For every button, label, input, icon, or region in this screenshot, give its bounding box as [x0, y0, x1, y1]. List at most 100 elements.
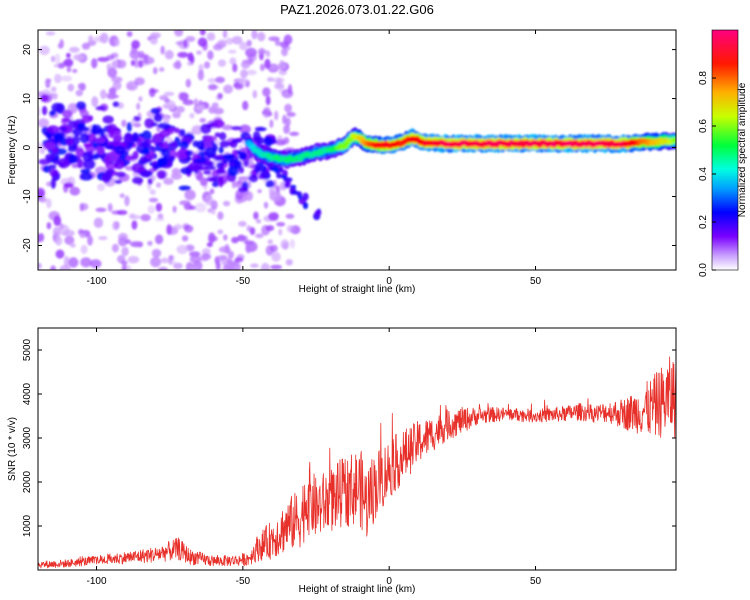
noise-blob — [68, 46, 80, 53]
signal-blob — [114, 179, 123, 184]
snr-x-ticks: -100 -50 0 50 — [87, 328, 542, 587]
noise-blob — [160, 45, 165, 55]
signal-blob — [41, 126, 49, 135]
noise-blob — [217, 59, 227, 67]
noise-blob — [147, 205, 156, 214]
noise-blob — [224, 243, 230, 255]
noise-blob — [120, 260, 128, 265]
noise-blob — [209, 188, 215, 195]
noise-blob — [201, 248, 211, 255]
signal-blob — [50, 178, 57, 189]
signal-blob — [53, 133, 64, 142]
heatmap-y-tick-label: 10 — [22, 93, 33, 105]
noise-blob — [130, 59, 136, 66]
noise-blob — [222, 200, 231, 207]
noise-blob — [119, 193, 125, 198]
noise-blob — [80, 257, 92, 268]
noise-blob — [206, 242, 213, 248]
noise-blob — [229, 57, 237, 65]
noise-blob — [196, 104, 205, 111]
noise-blob — [111, 60, 119, 68]
signal-blob — [153, 113, 163, 123]
signal-blob — [46, 125, 60, 134]
signal-blob — [170, 140, 177, 147]
signal-blob — [76, 158, 83, 169]
signal-blob — [53, 160, 61, 165]
signal-blob — [82, 151, 92, 162]
noise-blob — [208, 232, 216, 244]
noise-blob — [189, 112, 195, 119]
noise-blob — [156, 182, 162, 188]
noise-blob — [263, 201, 269, 209]
noise-blob — [39, 196, 47, 203]
noise-blob — [279, 41, 289, 48]
noise-blob — [38, 106, 41, 117]
signal-blob — [63, 182, 74, 188]
heatmap-y-axis-label: Frequency (Hz) — [7, 116, 18, 185]
signal-blob — [133, 115, 141, 122]
signal-blob — [102, 115, 114, 124]
snr-frame — [37, 327, 677, 571]
signal-blob — [131, 132, 139, 143]
signal-blob — [104, 155, 111, 166]
noise-blob — [183, 203, 193, 211]
signal-blob — [45, 153, 56, 161]
snr-background — [38, 328, 676, 570]
noise-blob — [149, 32, 161, 39]
noise-blob — [69, 243, 76, 248]
noise-blob — [287, 84, 293, 95]
noise-blob — [182, 99, 194, 106]
noise-blob — [228, 49, 237, 54]
noise-blob — [276, 135, 283, 146]
signal-blob — [80, 168, 91, 174]
noise-blob — [252, 89, 258, 99]
noise-blob — [259, 63, 265, 72]
noise-blob — [204, 194, 213, 206]
noise-blob — [245, 243, 252, 254]
signal-blob — [68, 153, 78, 164]
colorbar: 0.0 0.2 0.4 0.6 0.8 Normalized spectral ampl… — [698, 29, 748, 277]
noise-blob — [285, 258, 293, 266]
noise-blob — [170, 172, 183, 180]
snr-series-line — [38, 356, 676, 569]
signal-blob — [252, 131, 261, 142]
noise-blob — [199, 117, 206, 123]
noise-blob — [59, 39, 64, 49]
signal-blob — [217, 121, 225, 126]
noise-blob — [70, 104, 76, 115]
noise-blob — [91, 58, 98, 69]
noise-blob — [206, 32, 216, 41]
noise-blob — [138, 59, 144, 68]
noise-blob — [138, 96, 143, 102]
noise-blob — [160, 257, 169, 264]
signal-blob — [139, 140, 150, 147]
signal-blob — [138, 133, 144, 138]
noise-blob — [87, 235, 93, 246]
noise-blob — [280, 239, 289, 250]
noise-blob — [121, 263, 127, 270]
noise-blob — [232, 63, 238, 73]
noise-blob — [72, 68, 78, 73]
noise-blob — [69, 186, 81, 196]
signal-blob — [173, 127, 181, 134]
noise-blob — [265, 225, 275, 232]
noise-blob — [276, 78, 282, 88]
figure-title: PAZ1.2026.073.01.22.G06 — [280, 2, 434, 17]
noise-blob — [176, 106, 185, 113]
noise-blob — [158, 266, 169, 270]
noise-blob — [226, 257, 233, 266]
noise-blob — [50, 86, 57, 93]
noise-blob — [53, 215, 62, 227]
noise-blob — [158, 67, 165, 72]
signal-blob — [179, 129, 186, 137]
noise-blob — [221, 124, 234, 131]
noise-blob — [196, 50, 202, 55]
snr-x-tick-label: -100 — [87, 576, 107, 587]
noise-blob — [147, 240, 153, 246]
noise-blob — [211, 102, 219, 109]
signal-blob — [131, 162, 145, 174]
noise-blob — [255, 219, 262, 224]
signal-blob — [202, 135, 213, 141]
noise-blob — [133, 122, 142, 128]
